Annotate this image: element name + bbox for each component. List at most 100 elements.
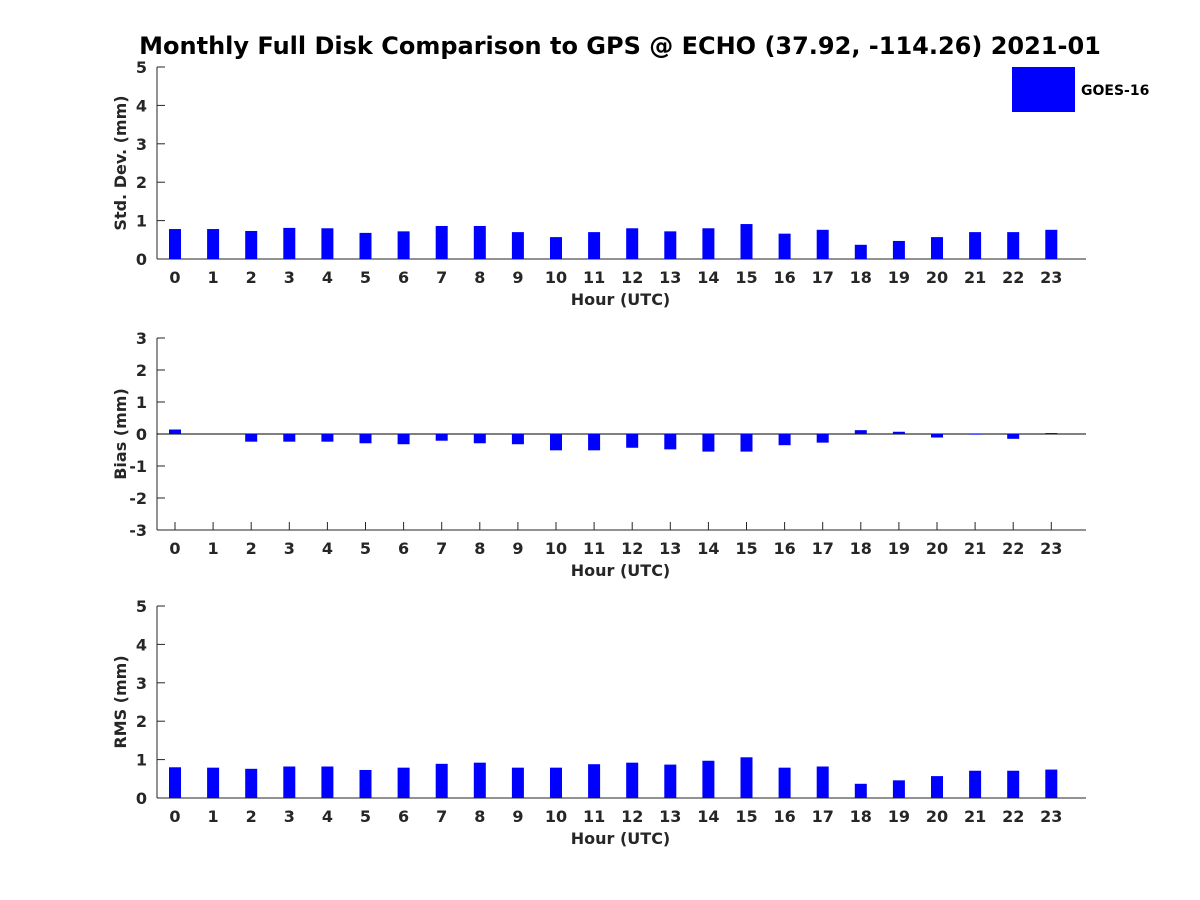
bias-bar <box>511 434 524 445</box>
bias-y-tick-label: 3 <box>136 329 147 348</box>
bias-bar <box>931 434 943 438</box>
rms-y-tick-label: 3 <box>136 674 147 693</box>
rms-bar <box>511 767 524 798</box>
bias-x-tick-label: 22 <box>1002 539 1024 558</box>
std-dev-bar <box>1007 232 1020 259</box>
bias-bar <box>664 434 677 450</box>
rms-x-tick-label: 18 <box>850 807 872 826</box>
bias-x-tick-label: 10 <box>545 539 567 558</box>
rms-x-tick-label: 21 <box>964 807 986 826</box>
std-dev-bar <box>854 244 867 259</box>
rms-x-tick-label: 9 <box>512 807 523 826</box>
rms-bar <box>740 757 753 798</box>
std-dev-bar <box>664 231 677 259</box>
bias-x-tick-label: 21 <box>964 539 986 558</box>
std-dev-x-tick-label: 22 <box>1002 268 1024 287</box>
bias-bar <box>969 434 982 435</box>
bias-bar <box>169 429 181 434</box>
std-dev-x-tick-label: 19 <box>888 268 910 287</box>
bias-bar <box>435 434 448 441</box>
bias-x-tick-label: 0 <box>169 539 180 558</box>
std-dev-bar <box>626 228 639 259</box>
std-dev-x-tick-label: 7 <box>436 268 447 287</box>
std-dev-x-tick-label: 2 <box>246 268 257 287</box>
bias-x-tick-label: 17 <box>812 539 834 558</box>
bias-x-axis-label: Hour (UTC) <box>571 561 671 580</box>
bias-bar <box>245 434 258 442</box>
bias-x-tick-label: 14 <box>697 539 719 558</box>
std-dev-bar <box>511 232 524 259</box>
std-dev-x-tick-label: 9 <box>512 268 523 287</box>
std-dev-x-axis-label: Hour (UTC) <box>571 290 671 309</box>
std-dev-bar <box>321 228 334 259</box>
std-dev-bar <box>359 232 372 259</box>
std-dev-x-tick-label: 6 <box>398 268 409 287</box>
rms-x-tick-label: 8 <box>474 807 485 826</box>
std-dev-x-tick-label: 13 <box>659 268 681 287</box>
rms-y-axis-label: RMS (mm) <box>111 655 130 748</box>
bias-bar <box>283 434 296 442</box>
std-dev-x-tick-label: 4 <box>322 268 333 287</box>
rms-bar <box>854 783 867 798</box>
rms-x-tick-label: 19 <box>888 807 910 826</box>
std-dev-y-tick-label: 4 <box>136 96 147 115</box>
std-dev-y-tick-label: 2 <box>136 173 147 192</box>
bias-x-tick-label: 4 <box>322 539 333 558</box>
std-dev-bar <box>245 230 258 259</box>
bias-x-tick-label: 19 <box>888 539 910 558</box>
std-dev-bar <box>207 229 220 259</box>
std-dev-y-tick-label: 5 <box>136 58 147 77</box>
rms-bar <box>969 770 982 798</box>
rms-bar <box>435 763 448 798</box>
legend-swatch-goes16 <box>1012 67 1075 112</box>
rms-y-tick-label: 1 <box>136 751 147 770</box>
rms-x-tick-label: 12 <box>621 807 643 826</box>
bias-bar <box>588 434 601 451</box>
std-dev-x-tick-label: 23 <box>1040 268 1062 287</box>
rms-x-tick-label: 16 <box>773 807 795 826</box>
std-dev-y-axis-label: Std. Dev. (mm) <box>111 95 130 230</box>
bias-bar <box>702 434 715 452</box>
std-dev-bar <box>397 231 410 259</box>
rms-x-tick-label: 17 <box>812 807 834 826</box>
std-dev-bar <box>1045 229 1058 259</box>
bias-x-tick-label: 20 <box>926 539 948 558</box>
rms-x-tick-label: 15 <box>735 807 757 826</box>
rms-bar <box>892 780 905 798</box>
std-dev-y-tick-label: 3 <box>136 135 147 154</box>
std-dev-bar <box>931 237 943 259</box>
std-dev-x-tick-label: 11 <box>583 268 605 287</box>
std-dev-x-tick-label: 15 <box>735 268 757 287</box>
std-dev-x-tick-label: 3 <box>284 268 295 287</box>
std-dev-x-tick-label: 8 <box>474 268 485 287</box>
bias-x-tick-label: 8 <box>474 539 485 558</box>
rms-bar <box>816 766 829 798</box>
bias-y-tick-label: 1 <box>136 393 147 412</box>
std-dev-bar <box>473 225 486 259</box>
rms-x-tick-label: 13 <box>659 807 681 826</box>
bias-bar <box>740 434 753 452</box>
bias-bar <box>550 434 562 451</box>
bias-y-tick-label: -3 <box>129 521 147 540</box>
bias-x-tick-label: 18 <box>850 539 872 558</box>
rms-bar <box>169 767 181 798</box>
bias-x-tick-label: 6 <box>398 539 409 558</box>
rms-bar <box>626 762 639 798</box>
rms-bar <box>550 767 562 798</box>
rms-x-tick-label: 14 <box>697 807 719 826</box>
bias-x-tick-label: 1 <box>208 539 219 558</box>
rms-bar <box>207 767 220 798</box>
std-dev-x-tick-label: 14 <box>697 268 719 287</box>
bias-y-tick-label: -1 <box>129 457 147 476</box>
bias-x-tick-label: 7 <box>436 539 447 558</box>
bias-bar <box>1007 434 1020 439</box>
bias-x-tick-label: 5 <box>360 539 371 558</box>
rms-x-tick-label: 2 <box>246 807 257 826</box>
bias-bar <box>321 434 334 442</box>
std-dev-bar <box>435 225 448 259</box>
std-dev-x-tick-label: 17 <box>812 268 834 287</box>
bias-x-tick-label: 2 <box>246 539 257 558</box>
rms-y-tick-label: 2 <box>136 712 147 731</box>
std-dev-bar <box>969 232 982 259</box>
